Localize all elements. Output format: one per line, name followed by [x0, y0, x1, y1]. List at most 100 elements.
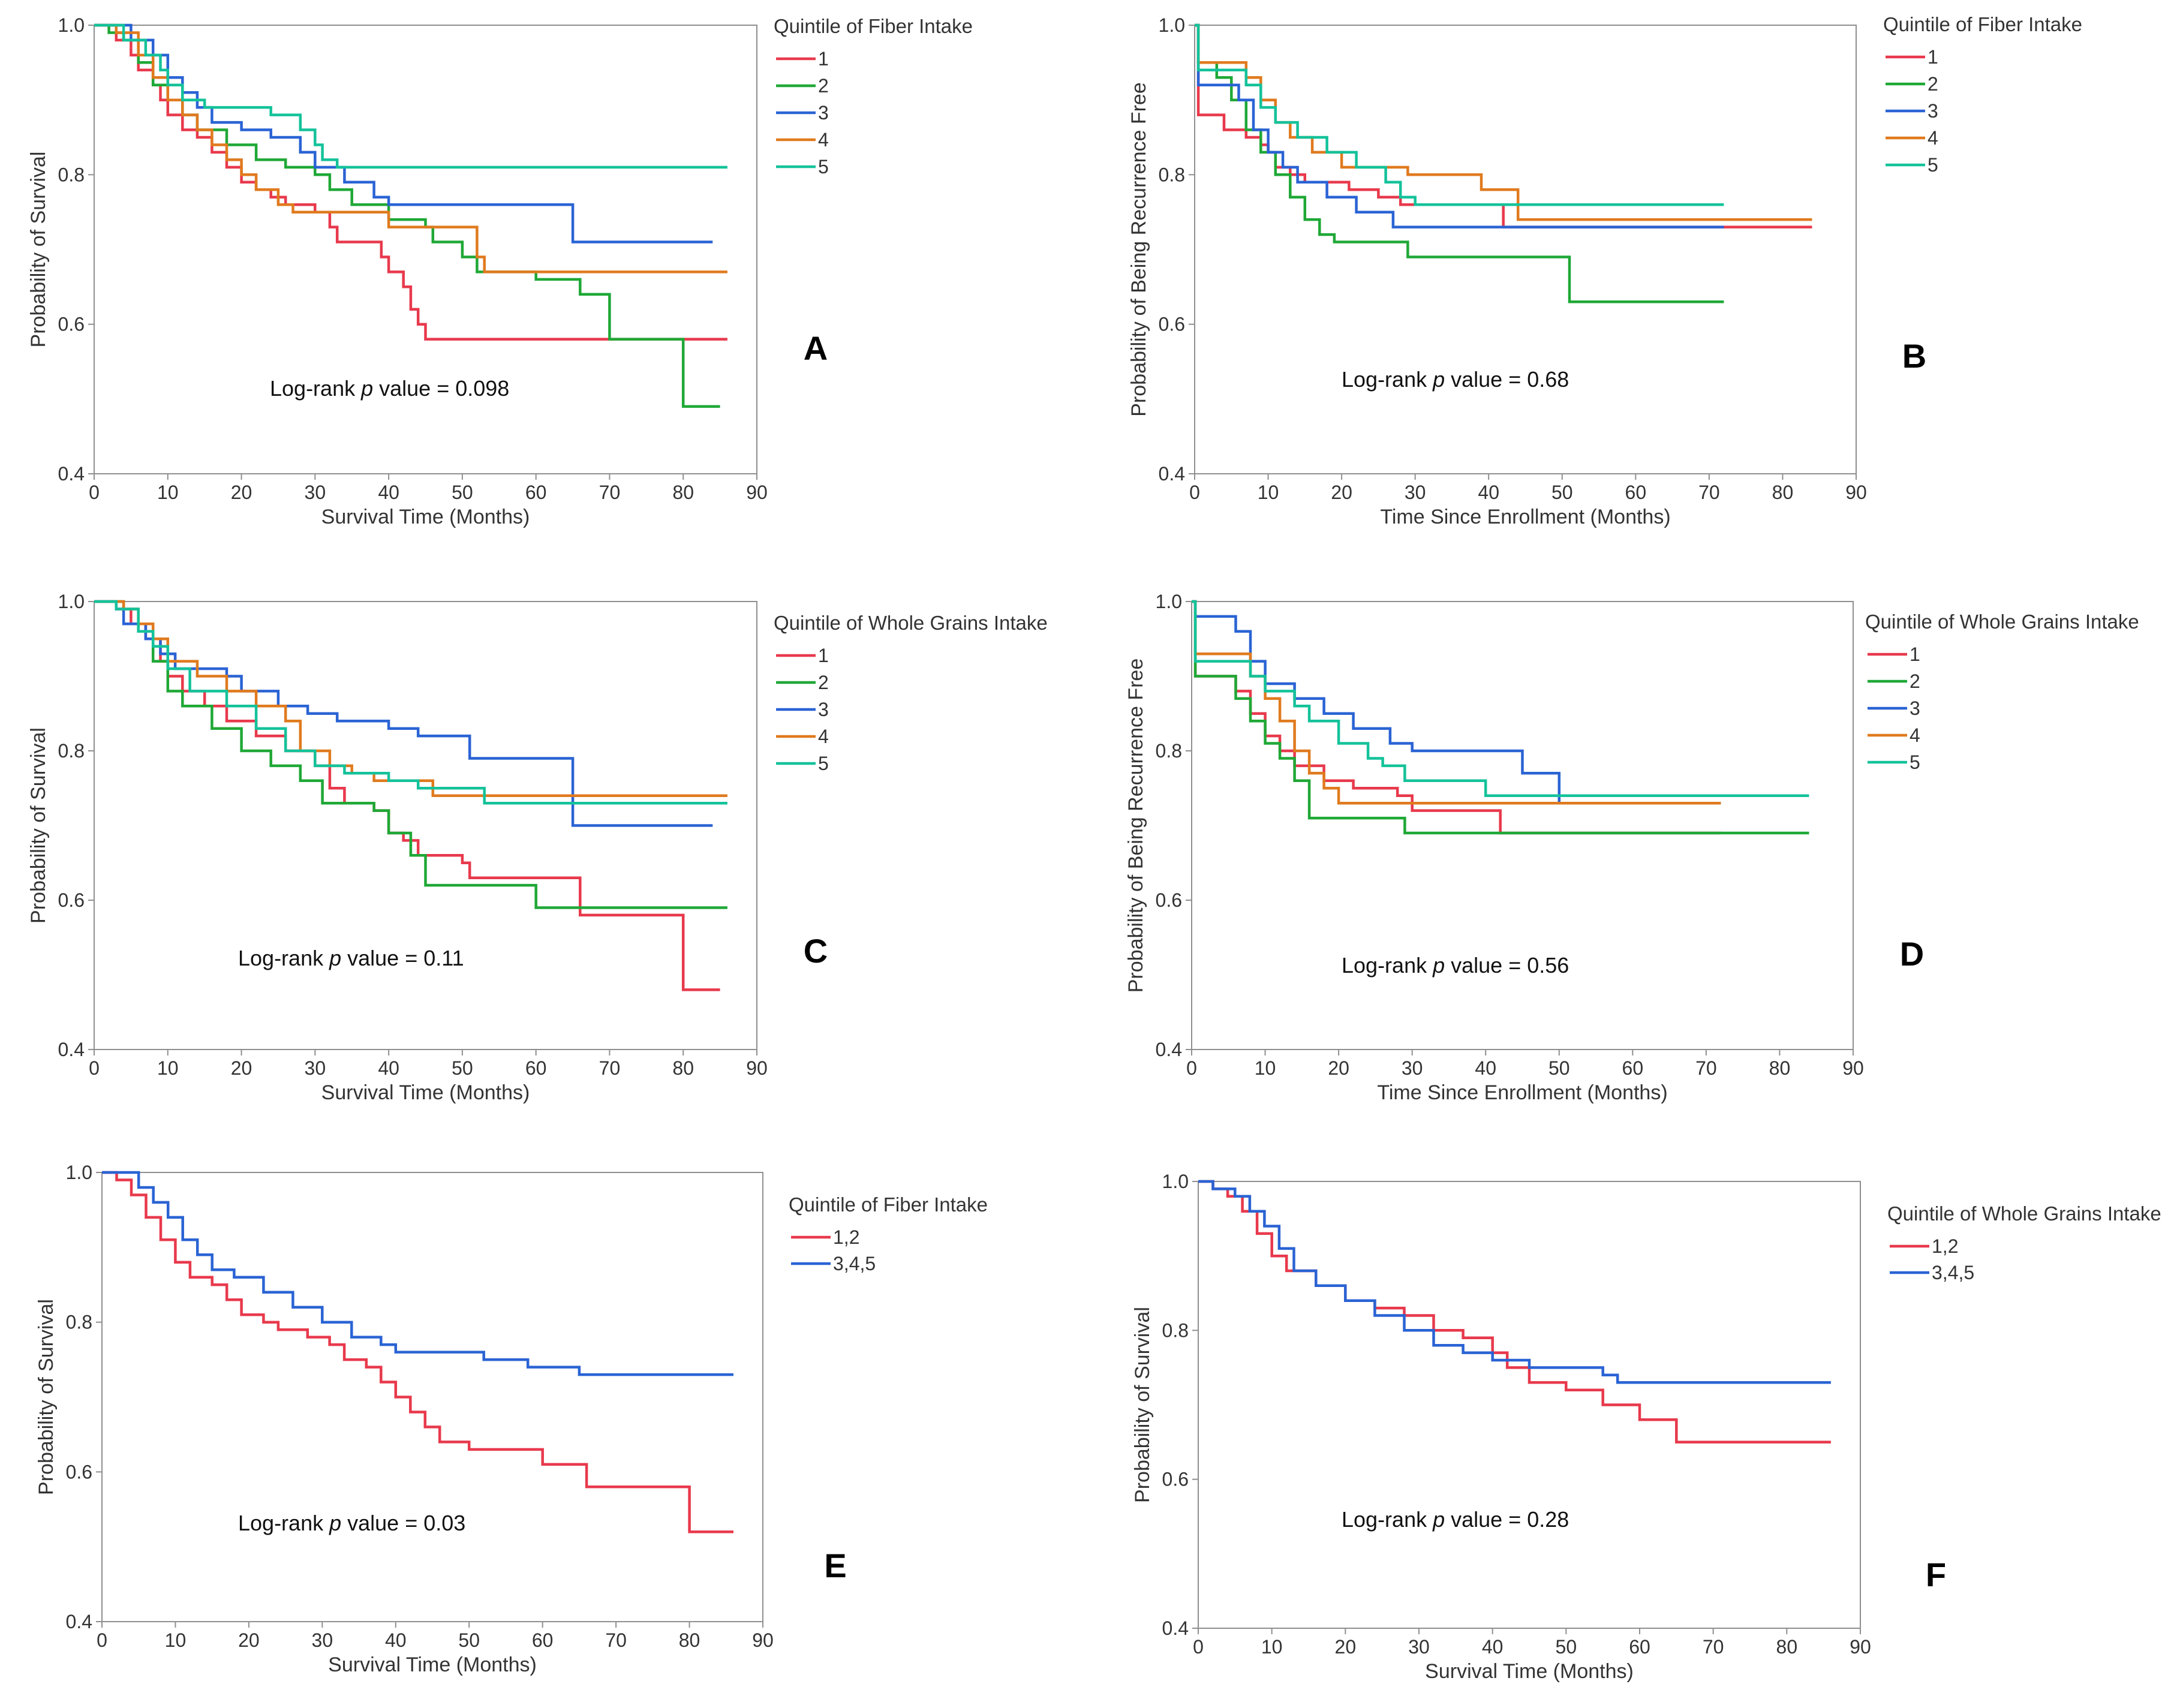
y-tick-label: 0.4	[58, 1039, 85, 1060]
x-tick-label: 80	[672, 482, 694, 503]
x-tick-label: 40	[1478, 482, 1499, 503]
x-axis-label: Survival Time (Months)	[328, 1653, 537, 1676]
x-tick-label: 70	[1698, 482, 1720, 503]
x-tick-label: 90	[1845, 482, 1867, 503]
y-tick-label: 1.0	[66, 1162, 92, 1183]
y-tick-label: 0.8	[58, 164, 85, 185]
legend-label: 3	[818, 699, 829, 720]
panel-letter: B	[1902, 337, 1926, 375]
panel-letter: F	[1926, 1556, 1946, 1593]
legend-label: 1,2	[833, 1226, 859, 1248]
annotation-suffix: value = 0.28	[1445, 1507, 1569, 1532]
y-tick-label: 0.6	[58, 889, 85, 911]
km-curve-5	[94, 600, 727, 805]
panel-letter: A	[804, 329, 828, 367]
logrank-annotation: Log-rank p value = 0.098	[270, 376, 509, 401]
km-curve-5	[1192, 600, 1809, 797]
plot-frame	[1194, 25, 1857, 474]
legend-label: 5	[818, 753, 829, 774]
x-tick-label: 70	[1695, 1057, 1717, 1079]
x-tick-label: 50	[1551, 482, 1573, 503]
y-tick-label: 0.4	[66, 1611, 92, 1632]
y-tick-label: 0.6	[1159, 314, 1185, 335]
legend-label: 4	[1928, 127, 1938, 149]
annotation-prefix: Log-rank	[1342, 1507, 1433, 1532]
annotation-p: p	[1432, 1507, 1445, 1532]
y-tick-label: 1.0	[1159, 14, 1185, 36]
x-tick-label: 20	[231, 1057, 252, 1079]
legend-label: 5	[1928, 154, 1938, 176]
x-tick-label: 40	[378, 482, 399, 503]
plot-frame	[1198, 1181, 1861, 1629]
x-tick-label: 70	[599, 1057, 621, 1079]
y-tick-label: 0.8	[1159, 164, 1185, 185]
y-tick-label: 0.6	[1156, 889, 1182, 911]
logrank-annotation: Log-rank p value = 0.68	[1342, 367, 1569, 392]
km-curve-5	[94, 23, 727, 169]
logrank-annotation: Log-rank p value = 0.03	[238, 1511, 465, 1535]
annotation-p: p	[1432, 367, 1445, 392]
x-axis-label: Time Since Enrollment (Months)	[1377, 1081, 1667, 1104]
legend-title: Quintile of Fiber Intake	[1883, 13, 2082, 35]
km-curve-2	[94, 23, 720, 408]
logrank-annotation: Log-rank p value = 0.56	[1342, 953, 1569, 978]
x-tick-label: 60	[525, 482, 547, 503]
x-tick-label: 10	[157, 1057, 179, 1079]
y-axis-label: Probability of Being Recurrence Free	[1124, 658, 1147, 993]
legend-label: 3	[1928, 100, 1938, 122]
y-tick-label: 0.4	[1156, 1039, 1182, 1060]
x-tick-label: 80	[1772, 482, 1794, 503]
y-tick-label: 0.6	[1162, 1469, 1189, 1490]
x-tick-label: 40	[385, 1629, 407, 1651]
annotation-prefix: Log-rank	[1342, 367, 1433, 392]
annotation-suffix: value = 0.68	[1445, 367, 1569, 392]
km-curve-3	[94, 600, 713, 827]
panel-letter: C	[804, 932, 828, 970]
y-tick-label: 0.4	[1159, 463, 1185, 485]
legend-label: 1	[818, 48, 829, 70]
km-curve-3-4-5	[1198, 1180, 1831, 1384]
x-tick-label: 40	[1482, 1636, 1504, 1658]
km-curve-2	[1192, 600, 1809, 835]
x-tick-label: 0	[1193, 1636, 1204, 1658]
legend-label: 4	[818, 129, 829, 151]
y-axis-label: Probability of Survival	[27, 727, 50, 924]
km-curve-1	[1195, 23, 1812, 228]
x-tick-label: 10	[157, 482, 179, 503]
x-tick-label: 30	[1402, 1057, 1423, 1079]
plot-frame	[94, 601, 757, 1050]
annotation-p: p	[329, 946, 341, 970]
panel-d: 0 10 20 30 40 50 60 70 80 90 0.4 0.6 0.8 1.0 Time Sinc…	[1124, 591, 2139, 1104]
x-tick-label: 50	[458, 1629, 480, 1651]
x-tick-label: 50	[452, 1057, 473, 1079]
y-axis-label: Probability of Survival	[35, 1299, 58, 1495]
x-tick-label: 30	[312, 1629, 333, 1651]
km-curve-5	[1195, 23, 1724, 206]
x-tick-label: 10	[1258, 482, 1279, 503]
legend-label: 2	[1928, 73, 1938, 95]
x-tick-label: 20	[238, 1629, 260, 1651]
x-tick-label: 60	[532, 1629, 554, 1651]
legend-label: 1	[1910, 643, 1920, 665]
y-tick-label: 0.8	[58, 740, 85, 762]
legend-title: Quintile of Fiber Intake	[774, 15, 973, 37]
panel-letter: E	[824, 1547, 846, 1584]
x-tick-label: 20	[231, 482, 252, 503]
x-tick-label: 70	[599, 482, 621, 503]
legend-label: 3	[1910, 697, 1920, 719]
legend-label: 4	[818, 726, 829, 747]
panel-c: 0 10 20 30 40 50 60 70 80 90 0.4 0.6 0.8 1.0 Survival …	[27, 591, 1048, 1104]
annotation-prefix: Log-rank	[238, 946, 329, 970]
legend-title: Quintile of Whole Grains Intake	[1887, 1202, 2161, 1225]
legend-label: 2	[818, 75, 829, 97]
y-tick-label: 1.0	[1156, 591, 1182, 612]
legend-label: 3	[818, 102, 829, 124]
legend-label: 3,4,5	[1932, 1262, 1974, 1283]
x-tick-label: 10	[1261, 1636, 1283, 1658]
x-tick-label: 90	[746, 482, 768, 503]
legend-title: Quintile of Fiber Intake	[789, 1193, 988, 1216]
km-curve-1	[94, 23, 727, 341]
panel-b: 0 10 20 30 40 50 60 70 80 90 0.4 0.6 0.8 1.0 Time Sinc…	[1127, 13, 2082, 528]
y-tick-label: 1.0	[1162, 1171, 1189, 1192]
